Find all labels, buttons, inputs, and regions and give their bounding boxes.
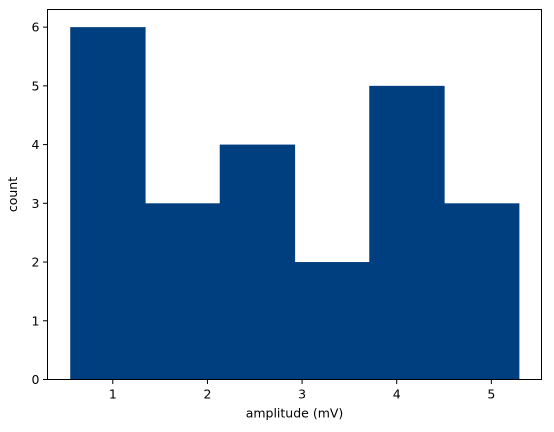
y-tick-label: 0: [32, 372, 40, 387]
x-tick-label: 5: [487, 387, 495, 402]
y-tick-label: 5: [32, 78, 40, 93]
x-axis-title: amplitude (mV): [246, 406, 344, 421]
y-axis-ticks: 0 1 2 3 4 5 6: [32, 20, 48, 387]
y-tick-label: 3: [32, 196, 40, 211]
plot-frame: [47, 9, 542, 380]
bars-group: [70, 27, 520, 380]
x-tick-label: 4: [393, 387, 401, 402]
histogram-bar-1: [70, 27, 146, 380]
y-axis-title: count: [5, 177, 20, 212]
x-tick-label: 1: [109, 387, 117, 402]
x-tick-label: 3: [298, 387, 306, 402]
histogram-bar-6: [444, 203, 520, 380]
y-tick-label: 2: [32, 255, 40, 270]
histogram-bar-2: [144, 203, 221, 380]
x-axis-ticks: 1 2 3 4 5: [109, 379, 495, 402]
y-tick-label: 1: [32, 313, 40, 328]
y-tick-label: 6: [32, 20, 40, 35]
histogram-bar-4: [294, 262, 370, 380]
histogram-bar-5: [369, 85, 445, 380]
x-tick-label: 2: [203, 387, 211, 402]
y-tick-label: 4: [32, 137, 40, 152]
histogram-bar-3: [219, 144, 296, 380]
